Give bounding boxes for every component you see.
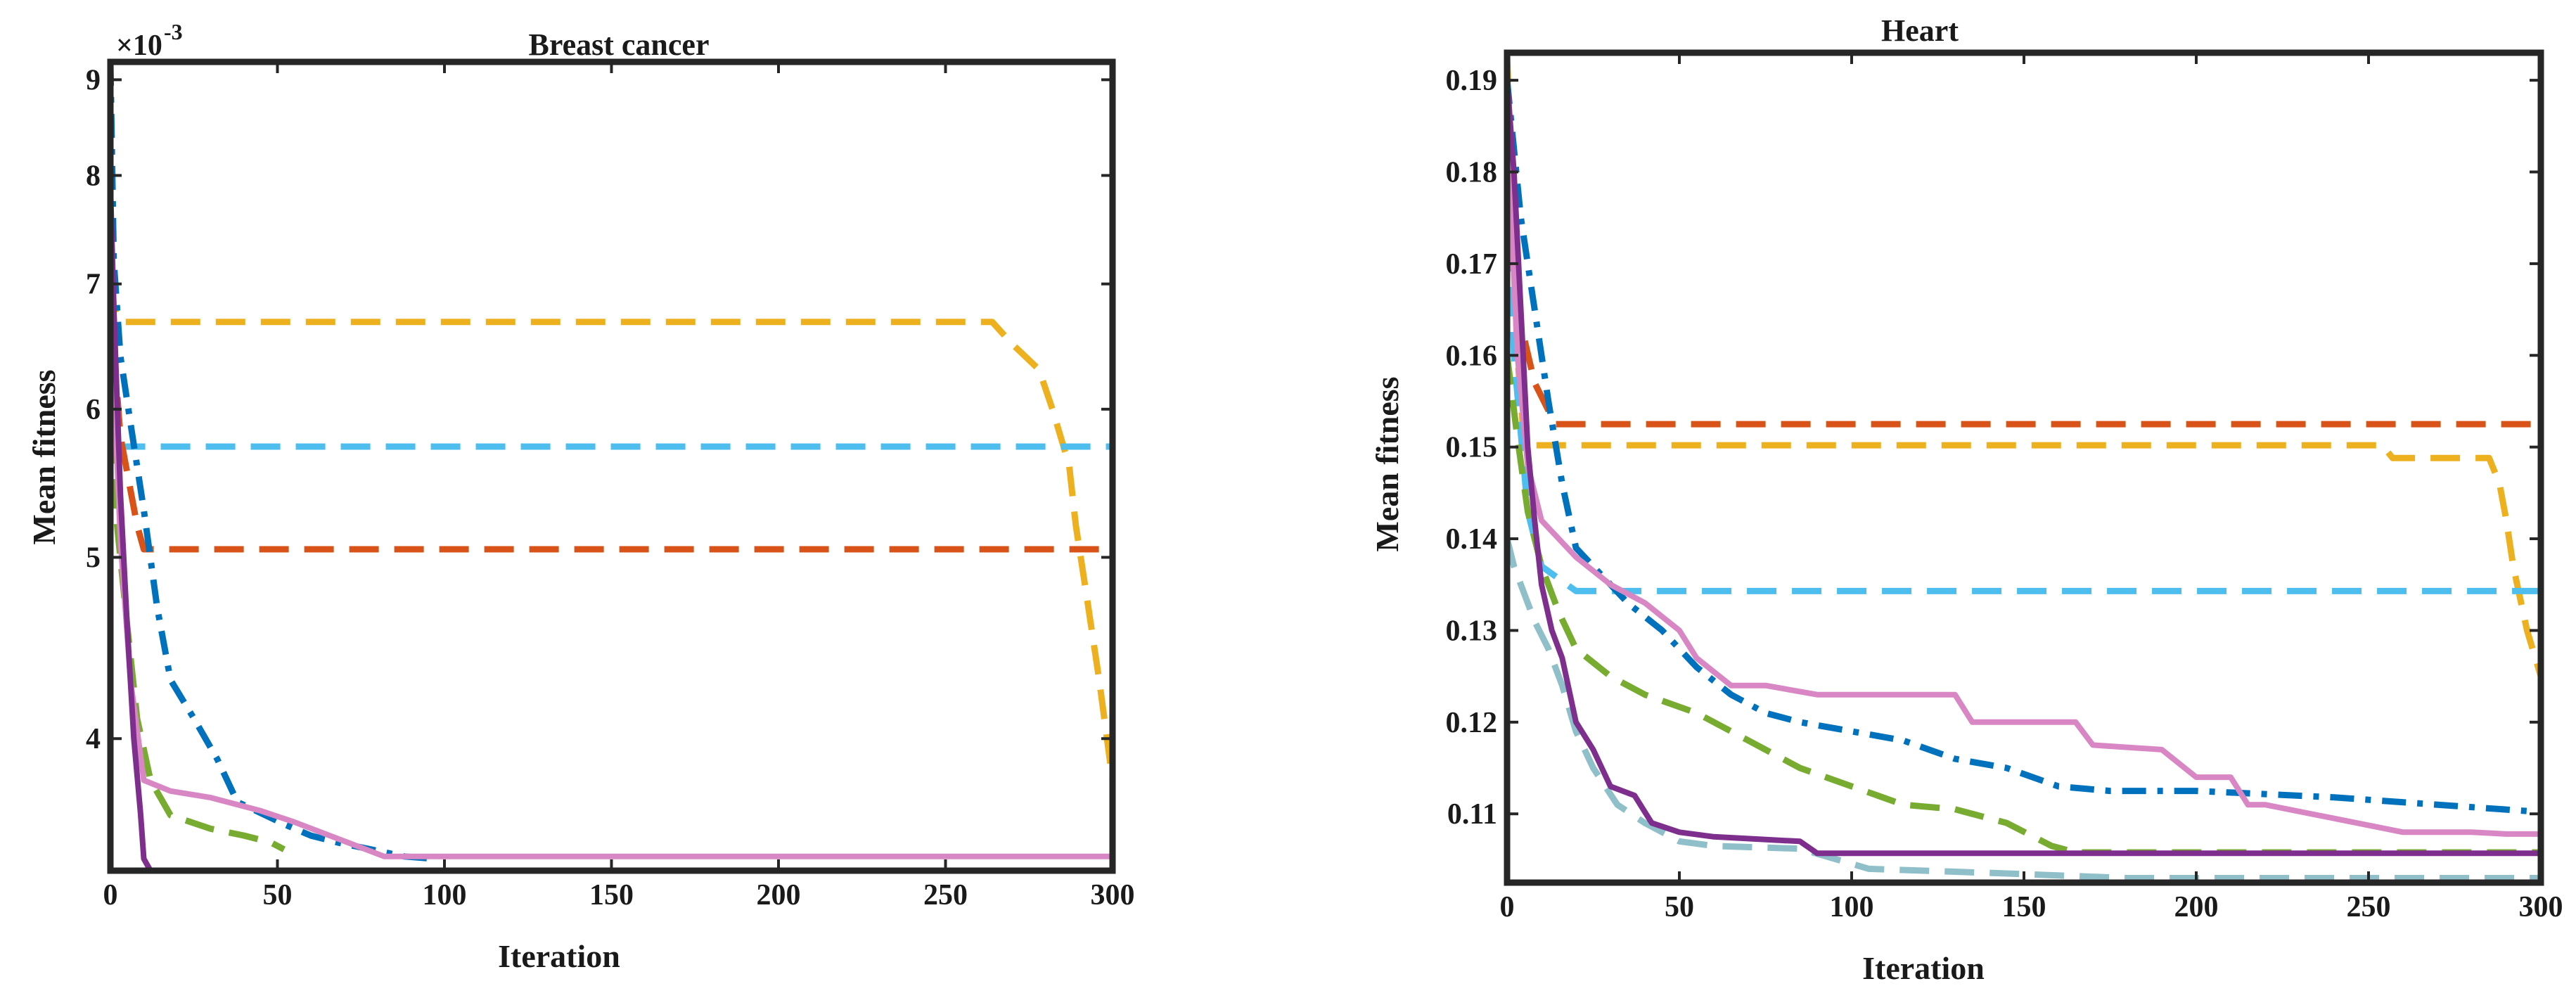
y-tick-label: 7 [86, 269, 101, 301]
x-tick-label: 150 [589, 879, 634, 911]
heart-axes-box [1504, 49, 2544, 886]
y-tick-label: 5 [86, 542, 101, 574]
series-line-3 [1507, 61, 2541, 594]
heart-ticks: 0 50 100 150 200 250 300 0.11 0.12 0.13 0.14 0.15 0.… [1446, 53, 2563, 923]
x-tick-label: 200 [2174, 891, 2219, 923]
heart-ylabel: Mean fitness [1369, 376, 1405, 551]
y-tick-label: 0.13 [1446, 615, 1498, 647]
heart-title: Heart [1881, 13, 1959, 48]
y-tick-label: 9 [86, 64, 101, 96]
breast-cancer-subplot: Breast cancer ×10 -3 Iteration Mean fitn… [26, 19, 1135, 974]
heart-subplot: Heart Iteration Mean fitness 0 50 100 150 20… [1369, 13, 2563, 986]
y-tick-label: 4 [86, 723, 101, 755]
y-tick-label: 0.16 [1446, 340, 1498, 372]
y-tick-label: 0.11 [1447, 798, 1497, 831]
series-line-1 [110, 238, 1113, 781]
series-line-2 [110, 307, 1113, 450]
x-tick-label: 50 [1665, 891, 1694, 923]
y-tick-label: 6 [86, 394, 101, 426]
y-tick-label: 0.19 [1446, 65, 1498, 97]
x-tick-label: 100 [423, 879, 467, 911]
x-tick-label: 250 [923, 879, 968, 911]
heart-xlabel: Iteration [1862, 950, 1985, 986]
exponent-power: -3 [164, 19, 183, 44]
breast-cancer-ticks: 0 50 100 150 200 250 300 4 5 6 7 8 9 [86, 62, 1135, 911]
exponent-label: ×10 -3 [116, 19, 183, 62]
x-tick-label: 0 [103, 879, 118, 911]
breast-cancer-xlabel: Iteration [498, 938, 620, 974]
x-tick-label: 300 [1091, 879, 1135, 911]
y-tick-label: 0.12 [1446, 707, 1498, 739]
series-line-3 [110, 307, 1113, 553]
y-tick-label: 0.15 [1446, 432, 1498, 464]
series-line-4 [110, 62, 435, 862]
exponent-base: ×10 [116, 30, 162, 62]
x-tick-label: 150 [2002, 891, 2046, 923]
y-tick-label: 8 [86, 160, 101, 192]
y-tick-label: 0.18 [1446, 157, 1498, 189]
series-line-6 [1507, 537, 2541, 881]
x-tick-label: 50 [263, 879, 293, 911]
series-line-8 [1507, 79, 2541, 857]
series-line-4 [1507, 79, 2541, 816]
x-tick-label: 100 [1830, 891, 1874, 923]
x-tick-label: 200 [757, 879, 801, 911]
breast-cancer-axes-box [107, 58, 1116, 874]
x-tick-label: 0 [1500, 891, 1515, 923]
series-line-7 [1507, 126, 2541, 837]
breast-cancer-title: Breast cancer [529, 27, 710, 62]
breast-cancer-marks [110, 62, 1113, 871]
series-line-1 [1507, 117, 2541, 428]
series-line-2 [1507, 53, 2541, 677]
heart-marks [1507, 53, 2541, 881]
series-line-7 [110, 185, 1113, 871]
y-tick-label: 0.14 [1446, 523, 1498, 556]
series-line-5 [1507, 354, 2541, 856]
breast-cancer-ylabel: Mean fitness [26, 369, 62, 544]
x-tick-label: 250 [2347, 891, 2391, 923]
x-tick-label: 300 [2519, 891, 2563, 923]
y-tick-label: 0.17 [1446, 248, 1498, 281]
